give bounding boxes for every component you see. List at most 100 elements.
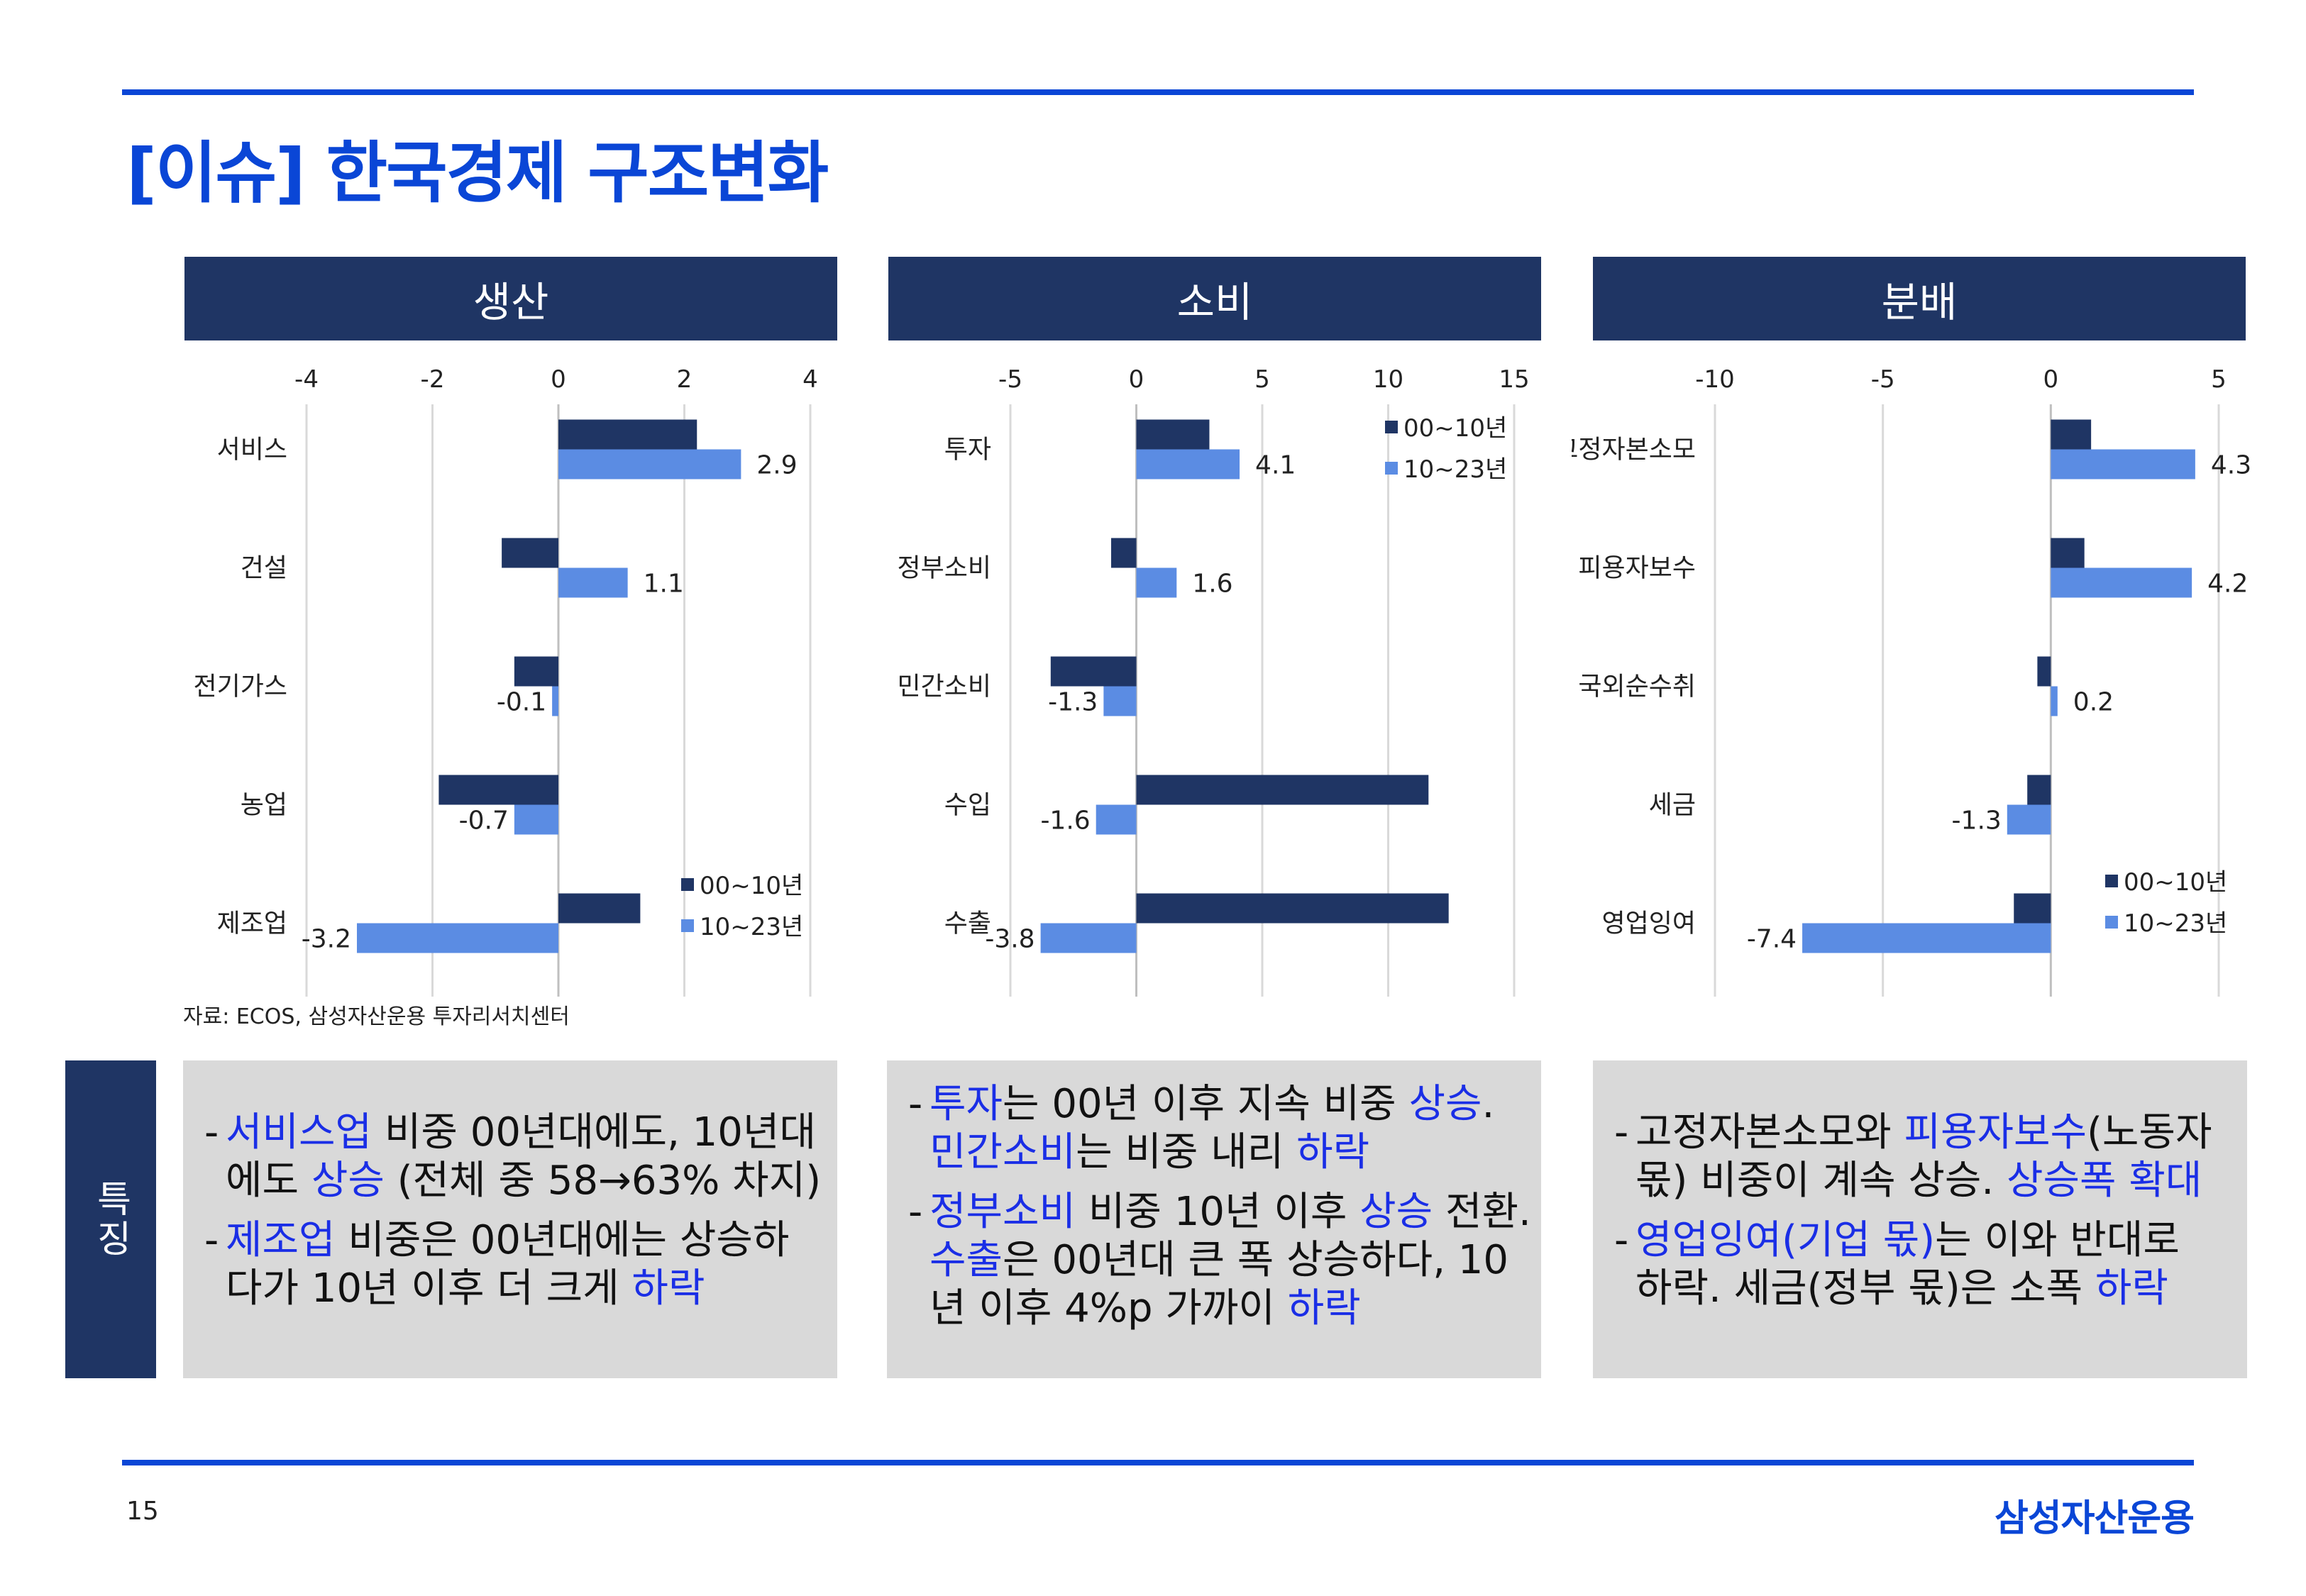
feature-box-distribution: - 고정자본소모와 피용자보수(노동자 몫) 비중이 계속 상승. 상승폭 확대 … <box>1593 1060 2247 1378</box>
feature-text: 비중 00년대에도, 10년대 <box>372 1109 816 1156</box>
x-tick-label: 4 <box>802 365 818 394</box>
bar-2000s <box>1111 538 1137 568</box>
feature-bullet: - 영업잉여(기업 몫)는 이와 반대로 <box>1614 1217 2247 1265</box>
feature-bullet: - 고정자본소모와 피용자보수(노동자 <box>1614 1109 2247 1157</box>
data-label: 2.9 <box>756 451 797 480</box>
feature-line: 영업잉여(기업 몫)는 이와 반대로 <box>1635 1217 2180 1263</box>
bullet-dash: - <box>204 1109 219 1156</box>
category-label: 정부소비 <box>898 554 991 583</box>
x-tick-label: 0 <box>1129 365 1144 394</box>
feature-bullet: - 제조업 비중은 00년대에는 상승하 <box>204 1217 837 1265</box>
legend-label: 10~23년 <box>700 913 803 941</box>
bar-2000s <box>2051 419 2092 450</box>
highlight-text: 민간소비 <box>929 1129 1076 1175</box>
bullet-dash: - <box>908 1081 923 1127</box>
bar-2010s <box>514 804 558 835</box>
feature-text: 는 비중 내리 <box>1076 1129 1297 1175</box>
page-title: [이슈] 한국경제 구조변화 <box>126 135 829 212</box>
feature-label: 특징 <box>65 1060 156 1378</box>
highlight-text: 영업잉여(기업 몫) <box>1635 1217 1936 1263</box>
feature-line: 민간소비는 비중 내리 하락 <box>929 1129 1369 1175</box>
source-note: 자료: ECOS, 삼성자산운용 투자리서치센터 <box>183 1004 570 1029</box>
bar-2000s <box>558 893 641 924</box>
feature-text: 는 00년 이후 지속 비중 <box>1003 1081 1409 1127</box>
feature-line: 에도 상승 (전체 중 58→63% 차지) <box>226 1158 821 1204</box>
brand-logo-text: 삼성자산운용 <box>1994 1497 2195 1540</box>
x-tick-label: -5 <box>998 365 1022 394</box>
category-label: 전기가스 <box>194 672 287 702</box>
feature-bullet: - 정부소비 비중 10년 이후 상승 전환. <box>908 1188 1541 1236</box>
feature-bullet-continued: 다가 10년 이후 더 크게 하락 <box>204 1265 837 1313</box>
feature-text: . <box>1482 1081 1495 1127</box>
feature-line: 년 이후 4%p 가까이 하락 <box>929 1285 1361 1331</box>
data-label: -0.1 <box>497 688 546 717</box>
feature-line: 고정자본소모와 피용자보수(노동자 <box>1635 1109 2212 1156</box>
highlight-text: 상승폭 확대 <box>2007 1158 2202 1204</box>
bar-2000s <box>438 775 558 805</box>
feature-line: 다가 10년 이후 더 크게 하락 <box>226 1265 705 1312</box>
bar-2010s <box>2051 686 2058 716</box>
highlight-text: 정부소비 <box>929 1189 1076 1235</box>
feature-line: 서비스업 비중 00년대에도, 10년대 <box>226 1109 816 1156</box>
data-label: 0.2 <box>2073 688 2114 717</box>
legend-swatch <box>681 878 694 891</box>
feature-bullet-continued: 수출은 00년대 큰 폭 상승하다, 10 <box>908 1236 1541 1285</box>
bar-2000s <box>1136 893 1449 924</box>
highlight-text: 상승 <box>1408 1081 1482 1127</box>
category-label: 건설 <box>241 554 287 583</box>
x-tick-label: -10 <box>1695 365 1735 394</box>
bullet-dash: - <box>908 1189 923 1235</box>
highlight-text: 하락 <box>1287 1285 1361 1331</box>
highlight-text: 투자 <box>929 1081 1003 1127</box>
legend-label: 10~23년 <box>2124 909 2227 938</box>
feature-text: 은 00년대 큰 폭 상승하다, 10 <box>1003 1237 1509 1283</box>
feature-text: 에도 <box>226 1158 311 1204</box>
data-label: -3.8 <box>985 925 1035 954</box>
legend-label: 00~10년 <box>700 872 803 900</box>
legend-swatch <box>1385 462 1398 475</box>
data-label: -1.3 <box>1048 688 1098 717</box>
x-tick-label: 10 <box>1373 365 1403 394</box>
feature-text: 다가 10년 이후 더 크게 <box>226 1265 632 1312</box>
feature-text: (노동자 <box>2087 1109 2212 1156</box>
bar-2000s <box>1136 775 1429 805</box>
data-label: 4.2 <box>2207 570 2248 599</box>
highlight-text: 상승 <box>311 1158 385 1204</box>
feature-text: (전체 중 58→63% 차지) <box>384 1158 822 1204</box>
feature-text: 고정자본소모와 <box>1635 1109 1904 1156</box>
feature-box-production: - 서비스업 비중 00년대에도, 10년대 에도 상승 (전체 중 58→63%… <box>183 1060 837 1378</box>
feature-line: 하락. 세금(정부 몫)은 소폭 하락 <box>1635 1265 2168 1312</box>
x-tick-label: -2 <box>421 365 445 394</box>
category-label: 영업잉여 <box>1602 909 1696 938</box>
data-label: -0.7 <box>459 807 509 836</box>
feature-bullet-continued: 민간소비는 비중 내리 하락 <box>908 1129 1541 1177</box>
category-label: 수출 <box>944 909 991 938</box>
category-label: 피용자보수 <box>1578 554 1696 583</box>
bar-2010s <box>552 686 558 716</box>
panel-heading-production: 생산 <box>184 257 837 340</box>
data-label: -1.3 <box>1952 807 2002 836</box>
category-label: 농업 <box>241 791 287 820</box>
x-tick-label: 0 <box>551 365 566 394</box>
feature-bullet: - 서비스업 비중 00년대에도, 10년대 <box>204 1109 837 1157</box>
category-label: 민간소비 <box>898 672 991 702</box>
bar-2010s <box>1096 804 1137 835</box>
feature-box-consumption: - 투자는 00년 이후 지속 비중 상승. 민간소비는 비중 내리 하락 - 정부… <box>887 1060 1541 1378</box>
category-label: 투자 <box>944 436 991 465</box>
x-tick-label: 0 <box>2043 365 2059 394</box>
feature-bullet-continued: 하락. 세금(정부 몫)은 소폭 하락 <box>1614 1265 2247 1313</box>
data-label: 4.1 <box>1255 451 1296 480</box>
highlight-text: 제조업 <box>226 1217 336 1263</box>
panel-heading-consumption: 소비 <box>888 257 1541 340</box>
feature-text: 하락. 세금(정부 몫)은 소폭 <box>1635 1265 2095 1312</box>
bar-2000s <box>1136 419 1210 450</box>
x-tick-label: -4 <box>294 365 319 394</box>
legend-label: 00~10년 <box>2124 868 2227 897</box>
panel-heading-distribution: 분배 <box>1593 257 2246 340</box>
feature-line: 수출은 00년대 큰 폭 상승하다, 10 <box>929 1237 1508 1283</box>
bar-2010s <box>1136 567 1177 598</box>
feature-text: 비중 10년 이후 <box>1076 1189 1360 1235</box>
bar-2000s <box>502 538 558 568</box>
bar-2010s <box>1136 449 1240 480</box>
feature-text: 몫) 비중이 계속 상승. <box>1635 1158 2007 1204</box>
